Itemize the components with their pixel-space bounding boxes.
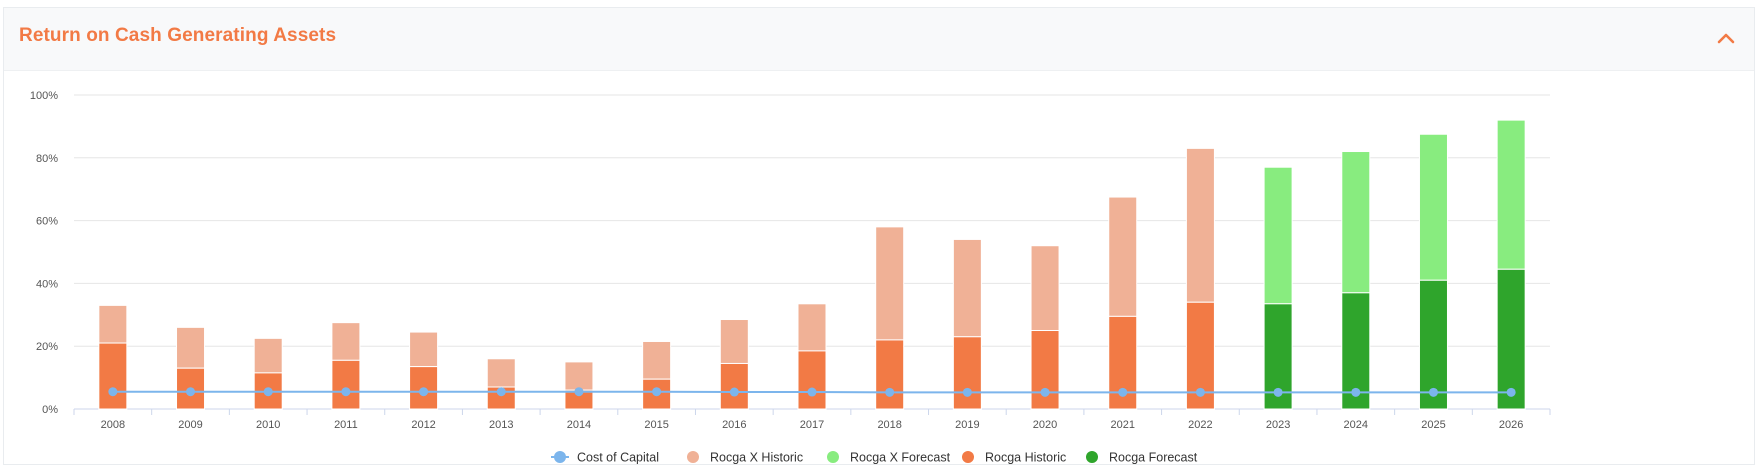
x-tick-label: 2018 [877, 419, 901, 431]
cost-of-capital-point[interactable] [1351, 387, 1361, 397]
x-tick-label: 2010 [256, 419, 280, 431]
collapse-button[interactable] [1712, 24, 1740, 52]
legend-symbol [687, 451, 699, 463]
bar-rocga-historic[interactable] [952, 336, 982, 410]
bar-rocga-x-forecast[interactable] [1263, 166, 1293, 305]
legend-rocga-forecast[interactable]: Rocga Forecast [1086, 451, 1198, 465]
bar-rocga-forecast[interactable] [1496, 268, 1526, 410]
cost-of-capital-point[interactable] [1428, 387, 1438, 397]
x-tick-label: 2019 [955, 419, 979, 431]
bar-rocga-x-historic[interactable] [409, 331, 439, 368]
bar-rocga-forecast[interactable] [1418, 279, 1448, 410]
legend-label: Rocga X Historic [710, 451, 803, 465]
x-tick-label: 2024 [1344, 419, 1368, 431]
cost-of-capital-point[interactable] [108, 387, 118, 397]
card-title: Return on Cash Generating Assets [19, 25, 337, 46]
bar-rocga-x-historic[interactable] [331, 322, 361, 361]
x-tick-label: 2013 [489, 419, 513, 431]
cost-of-capital-point[interactable] [885, 387, 895, 397]
bar-rocga-x-forecast[interactable] [1496, 119, 1526, 270]
legend-label: Rocga Historic [985, 451, 1066, 465]
legend-symbol [827, 451, 839, 463]
chevron-up-icon [1717, 33, 1735, 44]
y-tick-label: 60% [36, 216, 58, 228]
cost-of-capital-point[interactable] [186, 387, 196, 397]
cost-of-capital-point[interactable] [1040, 387, 1050, 397]
bar-rocga-x-historic[interactable] [253, 337, 283, 374]
x-tick-label: 2021 [1110, 419, 1134, 431]
x-tick-label: 2015 [644, 419, 668, 431]
bar-rocga-x-historic[interactable] [875, 226, 905, 341]
bar-rocga-historic[interactable] [1185, 301, 1215, 410]
bar-rocga-x-historic[interactable] [642, 340, 672, 380]
cost-of-capital-point[interactable] [263, 387, 273, 397]
y-tick-label: 0% [42, 404, 58, 416]
bar-rocga-x-historic[interactable] [1030, 245, 1060, 331]
y-tick-label: 80% [36, 153, 58, 165]
x-tick-label: 2026 [1499, 419, 1523, 431]
bar-rocga-historic[interactable] [797, 350, 827, 410]
x-tick-label: 2008 [101, 419, 125, 431]
bar-rocga-historic[interactable] [331, 359, 361, 410]
x-tick-label: 2011 [334, 419, 358, 431]
legend-symbol [554, 451, 566, 463]
card-header: Return on Cash Generating Assets [4, 8, 1754, 71]
legend-symbol [1086, 451, 1098, 463]
cost-of-capital-point[interactable] [419, 387, 429, 397]
x-tick-label: 2009 [178, 419, 202, 431]
legend-label: Rocga X Forecast [850, 451, 951, 465]
x-tick-label: 2012 [411, 419, 435, 431]
bar-rocga-historic[interactable] [719, 362, 749, 410]
cost-of-capital-point[interactable] [652, 387, 662, 397]
bar-rocga-x-forecast[interactable] [1341, 151, 1371, 294]
legend-rocga-x-forecast[interactable]: Rocga X Forecast [827, 451, 951, 465]
cost-of-capital-point[interactable] [1273, 387, 1283, 397]
bar-rocga-historic[interactable] [1030, 330, 1060, 410]
x-tick-label: 2014 [567, 419, 591, 431]
bar-rocga-x-historic[interactable] [1185, 147, 1215, 303]
x-tick-label: 2020 [1033, 419, 1057, 431]
legend-cost-of-capital[interactable]: Cost of Capital [551, 451, 659, 465]
cost-of-capital-point[interactable] [1195, 387, 1205, 397]
x-tick-label: 2022 [1188, 419, 1212, 431]
bar-rocga-x-historic[interactable] [176, 326, 206, 369]
legend-label: Rocga Forecast [1109, 451, 1198, 465]
legend-label: Cost of Capital [577, 451, 659, 465]
cost-of-capital-point[interactable] [1506, 387, 1516, 397]
bar-rocga-x-forecast[interactable] [1418, 133, 1448, 281]
bar-rocga-x-historic[interactable] [1108, 196, 1138, 317]
bar-rocga-x-historic[interactable] [797, 303, 827, 352]
y-tick-label: 40% [36, 278, 58, 290]
legend-rocga-x-historic[interactable]: Rocga X Historic [687, 451, 803, 465]
x-tick-label: 2016 [722, 419, 746, 431]
x-tick-label: 2017 [800, 419, 824, 431]
bar-rocga-x-historic[interactable] [98, 304, 128, 344]
bar-rocga-x-historic[interactable] [564, 361, 594, 391]
cost-of-capital-point[interactable] [341, 387, 351, 397]
bar-rocga-x-historic[interactable] [952, 238, 982, 338]
cost-of-capital-point[interactable] [496, 387, 506, 397]
x-tick-label: 2023 [1266, 419, 1290, 431]
bar-rocga-historic[interactable] [98, 342, 128, 410]
bar-rocga-x-historic[interactable] [486, 358, 516, 388]
bar-rocga-historic[interactable] [875, 339, 905, 410]
cost-of-capital-point[interactable] [729, 387, 739, 397]
bar-rocga-x-historic[interactable] [719, 319, 749, 364]
cost-of-capital-point[interactable] [807, 387, 817, 397]
legend-rocga-historic[interactable]: Rocga Historic [962, 451, 1066, 465]
cost-of-capital-point[interactable] [1118, 387, 1128, 397]
y-tick-label: 100% [30, 90, 58, 102]
cost-of-capital-point[interactable] [962, 387, 972, 397]
legend-symbol [962, 451, 974, 463]
cost-of-capital-point[interactable] [574, 387, 584, 397]
y-tick-label: 20% [36, 341, 58, 353]
x-tick-label: 2025 [1421, 419, 1445, 431]
